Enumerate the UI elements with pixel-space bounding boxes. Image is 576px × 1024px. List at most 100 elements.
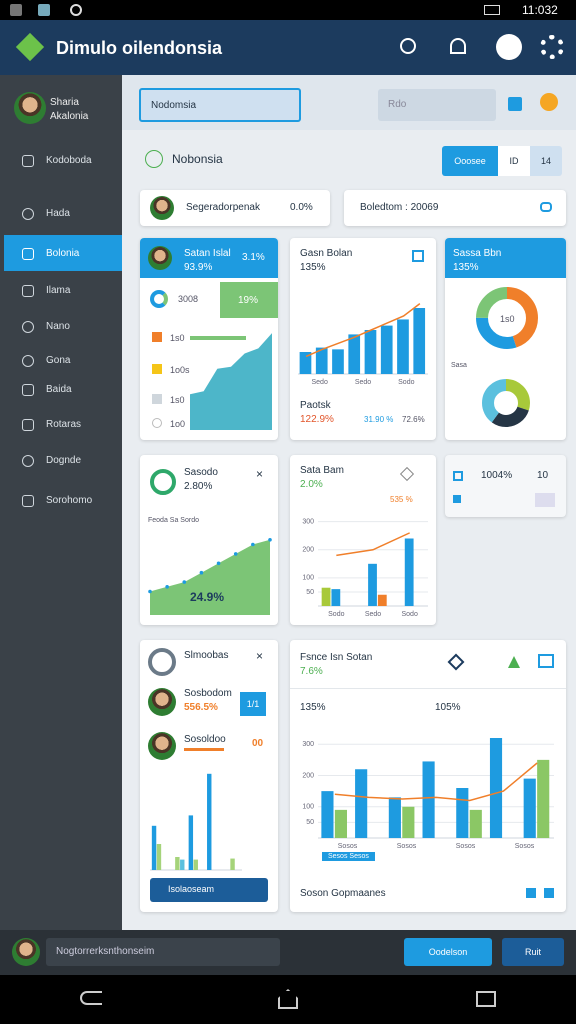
card-icon[interactable] (447, 653, 465, 671)
point (251, 542, 255, 547)
row-label: 1s0 (170, 333, 185, 343)
filter-input[interactable]: Rdo (378, 89, 496, 121)
active-menu-bg (4, 235, 122, 271)
battery (484, 5, 500, 15)
summary-card: Segeradorpenak 0.0% (140, 190, 330, 226)
card-icon[interactable] (508, 656, 520, 668)
card-title: Satan Islal (184, 248, 231, 259)
y-tick-label: 100 (302, 804, 314, 811)
close-button[interactable]: × (256, 649, 264, 663)
menu-icon (22, 155, 34, 167)
secondary-button[interactable]: Ruit (502, 938, 564, 966)
bar (188, 815, 194, 870)
menu-item[interactable]: Bolonia (46, 248, 80, 259)
menu-icon (22, 208, 34, 220)
panel-value: 10 (537, 470, 549, 481)
bar (315, 347, 328, 374)
card-icon[interactable] (538, 654, 554, 668)
bar-chart: Sedo Sedo Sodo (298, 303, 428, 386)
bar (321, 791, 334, 838)
back-button[interactable] (80, 991, 102, 1005)
donut-label: Sasa (451, 362, 467, 369)
row-label: 3008 (178, 294, 199, 304)
menu-item[interactable]: Baida (46, 384, 72, 395)
message-input[interactable]: Nogtorrerksnthonseim (46, 938, 280, 966)
bar (402, 806, 415, 838)
close-button[interactable]: × (256, 467, 264, 481)
home-button[interactable] (278, 989, 298, 1009)
bar (388, 797, 401, 838)
footer-value: 31.90 % (364, 415, 394, 424)
y-tick-label: 200 (302, 772, 314, 779)
calendar-button[interactable] (508, 97, 522, 111)
app-title: Dimulo oilendonsia (56, 38, 223, 58)
user-name: Sharia (50, 97, 79, 108)
y-tick-label: 200 (302, 547, 314, 554)
trend-line (336, 532, 410, 557)
recents-button[interactable] (476, 991, 496, 1007)
menu-item[interactable]: Sorohomo (46, 495, 93, 506)
time: 11:032 (522, 3, 558, 17)
row-label: 1o0s (170, 365, 190, 375)
avatar (12, 938, 40, 966)
bar (331, 589, 341, 606)
sun-button[interactable] (540, 93, 558, 111)
x-tick-label: Sedo (355, 379, 371, 386)
menu-item[interactable]: Hada (46, 208, 70, 219)
bar (321, 587, 331, 606)
footer-value: 122.9% (300, 414, 334, 425)
bar (469, 809, 482, 838)
menu-item[interactable]: Dognde (46, 455, 82, 466)
menu-item[interactable]: Kodoboda (46, 155, 92, 166)
search-input[interactable]: Nodomsia (139, 88, 301, 122)
person-action[interactable]: 00 (252, 738, 264, 749)
chart-card: Sata Bam 2.0% 535 % 50 100 200 300 Sodo Sedo S… (290, 455, 436, 625)
person-name: Sosoldoo (184, 734, 226, 745)
alerts-button[interactable] (450, 38, 466, 54)
input-placeholder: Nogtorrerksnthonseim (56, 946, 155, 957)
menu-item[interactable]: Nano (46, 321, 70, 332)
stat-card: Satan Islal 93.9% 3.1% 19% 3008 1s0 1o0s… (140, 238, 278, 440)
settings-button[interactable] (540, 35, 564, 59)
donut-card: Sassa Bbn 135% 1s0 Sasa (445, 238, 566, 440)
area-card: Sasodo 2.80% × Feoda Sa Sordo 24.9% (140, 455, 278, 625)
menu-icon (22, 321, 34, 333)
primary-button[interactable]: Oodelson (404, 938, 492, 966)
person-action[interactable]: 1/1 (240, 692, 266, 716)
link-icon[interactable] (540, 202, 552, 212)
card-badge: 535 % (390, 495, 413, 504)
bar (523, 778, 536, 838)
point (199, 570, 204, 575)
panel-icon (453, 495, 461, 503)
panel-button[interactable] (535, 493, 555, 507)
bar (397, 319, 409, 374)
card-value: 2.0% (300, 479, 323, 490)
point (182, 580, 187, 584)
row-label: 1o0 (170, 419, 186, 429)
y-tick-label: 300 (302, 741, 314, 748)
menu-item[interactable]: Rotaras (46, 419, 82, 430)
card-button[interactable]: Isolaoseam (150, 878, 268, 902)
card-icon[interactable] (399, 466, 415, 482)
x-tick-label: Sosos (338, 843, 358, 850)
profile-button[interactable] (496, 34, 522, 60)
bar (380, 325, 393, 374)
view-button[interactable]: 14 (530, 146, 562, 176)
view-button[interactable]: ID (498, 146, 530, 176)
menu-icon (22, 355, 34, 367)
menu-item[interactable]: Gona (46, 355, 71, 366)
donut-chart (482, 379, 530, 427)
donut-center: 1s0 (500, 314, 515, 324)
bar (368, 563, 377, 606)
bar (193, 859, 198, 870)
footer-icon[interactable] (526, 888, 536, 898)
menu-icon (22, 248, 34, 260)
card-icon[interactable] (412, 250, 424, 262)
footer-icon[interactable] (544, 888, 554, 898)
view-button[interactable]: Ooosee (442, 146, 498, 176)
notifications-button[interactable] (400, 38, 416, 54)
card-value: 2.80% (184, 481, 213, 492)
bar (489, 738, 503, 838)
menu-item[interactable]: Ilama (46, 285, 71, 296)
